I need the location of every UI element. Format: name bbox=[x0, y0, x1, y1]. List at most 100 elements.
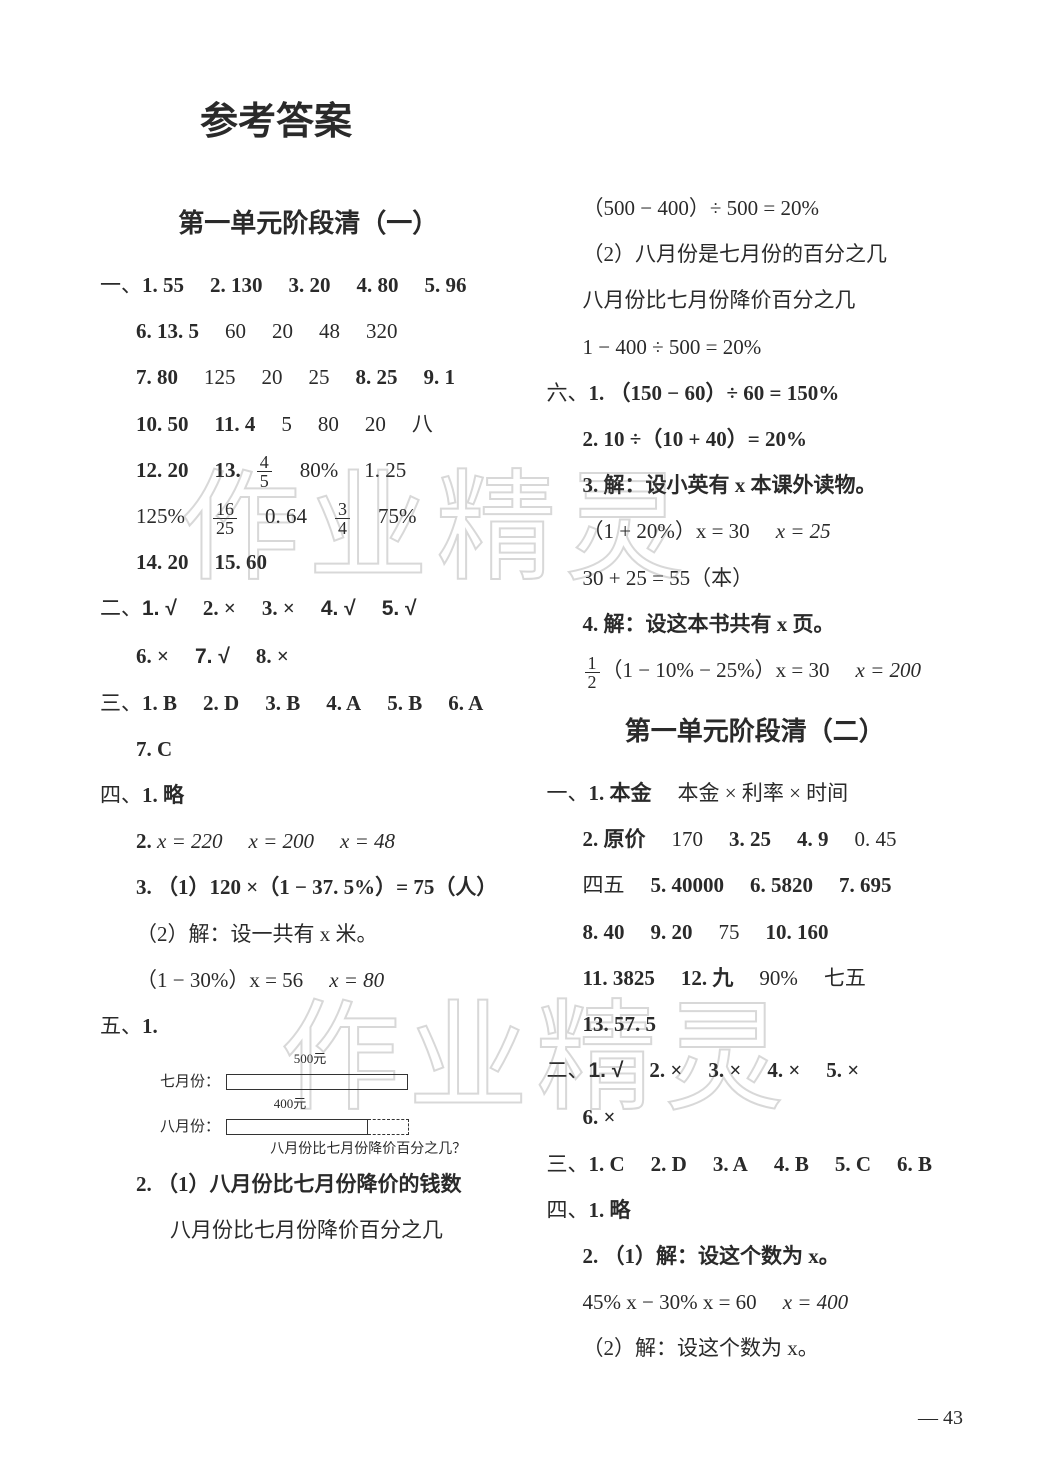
answer-item: 5. C bbox=[835, 1152, 871, 1176]
group-label: 四、 bbox=[100, 783, 142, 807]
diagram-label-top: 500元 bbox=[220, 1049, 400, 1070]
answer-item: 6. 13. 5 bbox=[136, 319, 199, 343]
text-line: 6. × bbox=[583, 1094, 964, 1140]
text-line: 五、1. bbox=[100, 1003, 517, 1049]
answer-item: 5. √ bbox=[382, 597, 417, 620]
left-column: 第一单元阶段清（一） 一、1. 552. 1303. 204. 805. 96 … bbox=[100, 185, 517, 1372]
text-line: 一、1. 552. 1303. 204. 805. 96 bbox=[100, 262, 517, 308]
answer-value: 75% bbox=[378, 504, 417, 528]
answer-item: 3. × bbox=[262, 596, 295, 620]
equation: x = 48 bbox=[340, 829, 395, 853]
answer-item: 5. 40000 bbox=[651, 873, 725, 897]
answer-item: 8. 40 bbox=[583, 920, 625, 944]
diagram-caption: 八月份比七月份降价百分之几？ bbox=[220, 1139, 517, 1161]
text-line: 12（1 − 10% − 25%）x = 30x = 200 bbox=[583, 647, 964, 693]
group-label: 六、 bbox=[547, 381, 589, 405]
answer-item: 12. 20 bbox=[136, 458, 189, 482]
text-line: 四五 5. 40000 6. 5820 7. 695 bbox=[583, 862, 964, 908]
group-label: 四、 bbox=[547, 1198, 589, 1222]
text-line: 7. 8012520258. 259. 1 bbox=[136, 354, 517, 400]
answer-item: 13. bbox=[215, 458, 241, 482]
text-line: （500 − 400）÷ 500 = 20% bbox=[583, 185, 964, 231]
answer-item: 7. 695 bbox=[839, 873, 892, 897]
answer-item: 9. 1 bbox=[424, 365, 456, 389]
answer-item: 12. 九 bbox=[681, 966, 734, 990]
answer-value: 0. 64 bbox=[265, 504, 307, 528]
answer-item: 7. C bbox=[136, 737, 172, 761]
answer-value: 七五 bbox=[824, 966, 866, 990]
group-label: 三、 bbox=[100, 691, 142, 715]
diagram-row-label: 七月份： bbox=[160, 1070, 220, 1094]
text-line: 三、1. C2. D3. A4. B5. C6. B bbox=[547, 1141, 964, 1187]
answer-value: 48 bbox=[319, 319, 340, 343]
answer-item: 2. × bbox=[649, 1058, 682, 1082]
fraction: 45 bbox=[257, 453, 272, 490]
answer-value: 75 bbox=[719, 920, 740, 944]
answer-item: 4. 9 bbox=[797, 827, 829, 851]
text-line: 10. 5011. 458020八 bbox=[136, 401, 517, 447]
answer-item: 11. 3825 bbox=[583, 966, 655, 990]
answer-item: 1. 略 bbox=[142, 783, 184, 807]
answer-item: 6. × bbox=[136, 644, 169, 668]
group-label: 二、 bbox=[100, 596, 142, 620]
answer-value: 25 bbox=[309, 365, 330, 389]
answer-value: 5 bbox=[281, 412, 292, 436]
answer-item: 4. A bbox=[326, 691, 361, 715]
equation: x = 200 bbox=[856, 658, 922, 682]
equation: x = 400 bbox=[783, 1290, 849, 1314]
diagram-bar bbox=[226, 1119, 368, 1135]
answer-value: 90% bbox=[759, 966, 798, 990]
group-label: 二、 bbox=[547, 1058, 589, 1082]
answer-item: 6. 5820 bbox=[750, 873, 813, 897]
answer-item: 3. × bbox=[708, 1058, 741, 1082]
answer-item: 4. √ bbox=[321, 597, 356, 620]
answer-item: 1. √ bbox=[589, 1059, 624, 1082]
answer-item: 5. × bbox=[826, 1058, 859, 1082]
answer-item: 1. √ bbox=[142, 597, 177, 620]
text-line: 1 − 400 ÷ 500 = 20% bbox=[583, 324, 964, 370]
answer-item: 1. （150 − 60）÷ 60 = 150% bbox=[589, 381, 840, 405]
text-line: 四、1. 略 bbox=[547, 1187, 964, 1233]
text-line: 8. 409. 207510. 160 bbox=[583, 909, 964, 955]
answer-item: 3. 25 bbox=[729, 827, 771, 851]
text-line: 12. 2013.4580%1. 25 bbox=[136, 447, 517, 493]
text-line: （2）解：设这个数为 x。 bbox=[583, 1325, 964, 1371]
answer-item: 8. × bbox=[256, 644, 289, 668]
text-line: 6. × 7. √ 8. × bbox=[136, 633, 517, 680]
answer-item: 6. B bbox=[897, 1152, 932, 1176]
answer-value: 20 bbox=[365, 412, 386, 436]
text-line: 三、1. B2. D3. B4. A5. B6. A bbox=[100, 680, 517, 726]
section-heading-1: 第一单元阶段清（一） bbox=[100, 203, 517, 240]
answer-item: 3. B bbox=[265, 691, 300, 715]
text-line: 2. （1）解：设这个数为 x。 bbox=[583, 1233, 964, 1279]
answer-value: 80% bbox=[300, 458, 339, 482]
answer-item: 5. 96 bbox=[425, 273, 467, 297]
answer-item: 10. 160 bbox=[766, 920, 829, 944]
equation: （1 − 10% − 25%）x = 30 bbox=[602, 658, 830, 682]
equation: x = 25 bbox=[776, 519, 831, 543]
group-label: 一、 bbox=[100, 273, 142, 297]
text-line: 3. 解：设小英有 x 本课外读物。 bbox=[583, 462, 964, 508]
answer-item: 2. 原价 bbox=[583, 827, 646, 851]
text-line: 2. 10 ÷（10 + 40）= 20% bbox=[583, 416, 964, 462]
text-line: 4. 解：设这本书共有 x 页。 bbox=[583, 601, 964, 647]
answer-item: 1. 55 bbox=[142, 273, 184, 297]
text-line: 11. 3825 12. 九 90% 七五 bbox=[583, 955, 964, 1001]
answer-value: 125% bbox=[136, 504, 185, 528]
text-line: 2. （1）八月份比七月份降价的钱数 bbox=[136, 1161, 517, 1207]
right-column: （500 − 400）÷ 500 = 20% （2）八月份是七月份的百分之几 八… bbox=[547, 185, 964, 1372]
answer-value: 60 bbox=[225, 319, 246, 343]
answer-value: 0. 45 bbox=[855, 827, 897, 851]
diagram-bar bbox=[226, 1074, 408, 1090]
answer-value: 四五 bbox=[583, 873, 625, 897]
answer-value: 本金 × 利率 × 时间 bbox=[678, 781, 849, 805]
answer-item: 5. B bbox=[387, 691, 422, 715]
answer-item: 4. B bbox=[774, 1152, 809, 1176]
answer-item: 4. 解：设这本书共有 x 页。 bbox=[583, 612, 835, 636]
answer-item: 2. （1）八月份比七月份降价的钱数 bbox=[136, 1172, 462, 1196]
answer-value: 20 bbox=[262, 365, 283, 389]
answer-value: 20 bbox=[272, 319, 293, 343]
answer-item: 14. 20 bbox=[136, 550, 189, 574]
answer-item: 7. √ bbox=[195, 645, 230, 668]
equation: 45% x − 30% x = 60 bbox=[583, 1290, 757, 1314]
